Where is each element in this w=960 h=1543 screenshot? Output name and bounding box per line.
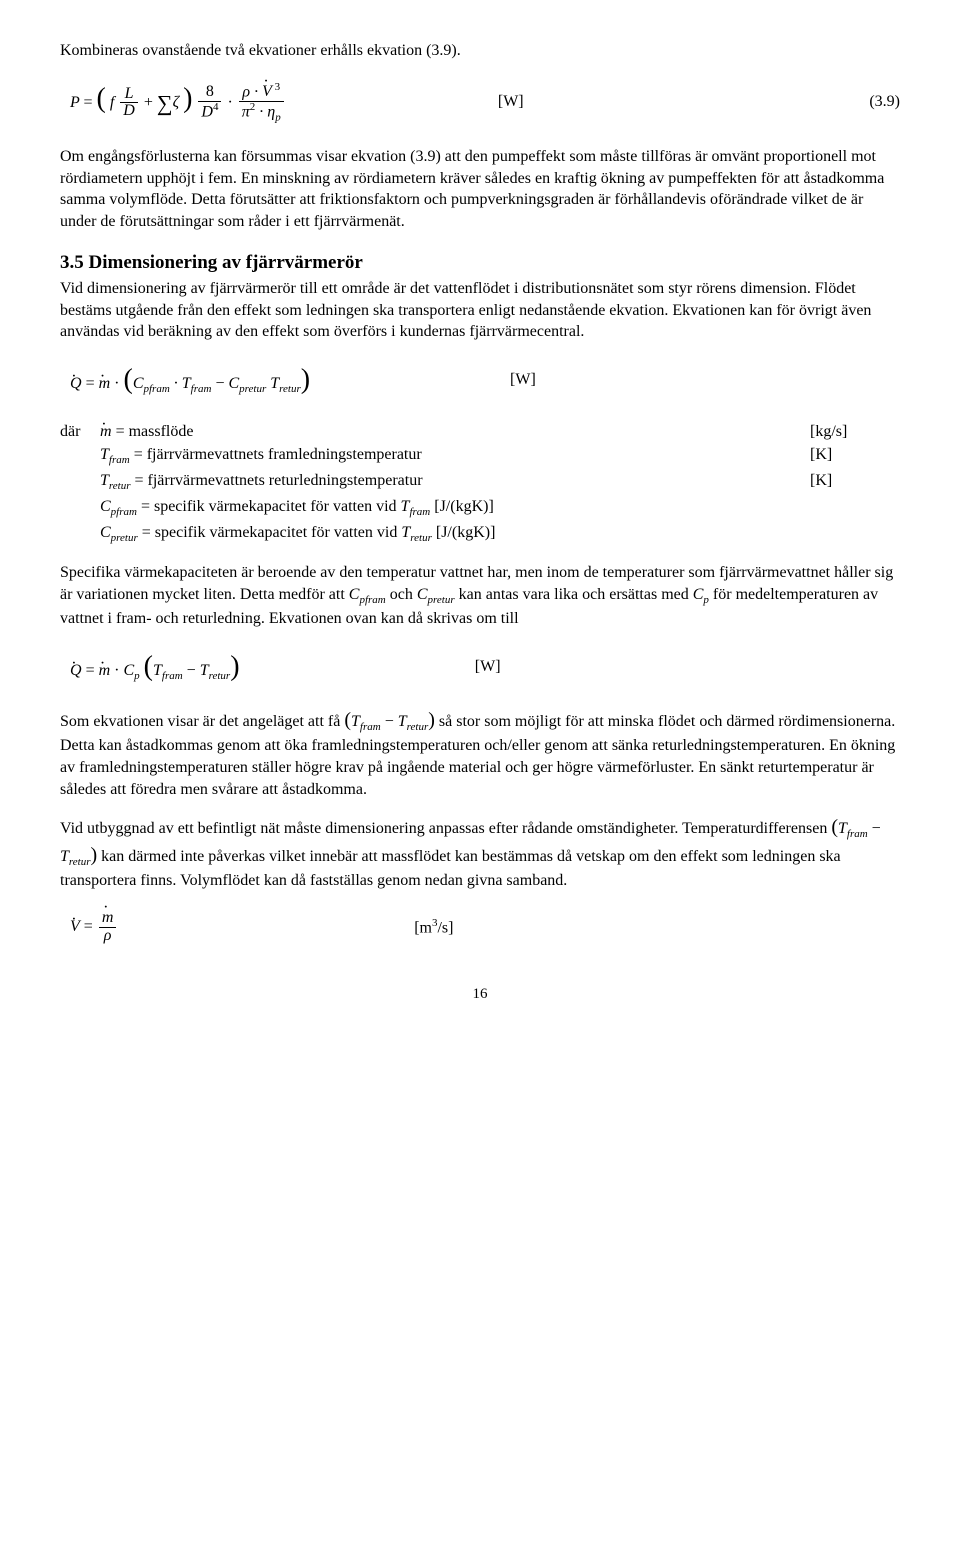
equation-V-unit: [m3/s]	[414, 916, 534, 939]
heading-3-5: 3.5 Dimensionering av fjärrvärmerör	[60, 250, 900, 276]
intro-paragraph: Kombineras ovanstående två ekvationer er…	[60, 40, 900, 62]
def-Tretur-unit: [K]	[810, 470, 900, 492]
where-label: där	[60, 421, 100, 443]
equation-Q1: Q = m · (Cpfram · Tfram − Cpretur Tretur…	[70, 361, 310, 399]
paragraph-3-5-intro: Vid dimensionering av fjärrvärmerör till…	[60, 278, 900, 343]
definitions-block: där m = massflöde [kg/s] Tfram = fjärrvä…	[60, 421, 900, 547]
equation-3-9-unit: [W]	[498, 91, 618, 113]
def-massflow: m = massflöde	[100, 421, 810, 443]
def-Tfram: Tfram = fjärrvärmevattnets framledningst…	[100, 444, 810, 468]
paragraph-flow-discussion: Som ekvationen visar är det angeläget at…	[60, 707, 900, 800]
equation-Q1-row: Q = m · (Cpfram · Tfram − Cpretur Tretur…	[60, 361, 900, 399]
paragraph-extension: Vid utbyggnad av ett befintligt nät måst…	[60, 814, 900, 892]
equation-3-9-row: P = ( f LD + ∑ζ ) 8D4 · ρ · V 3π2 · ηp […	[60, 80, 900, 124]
paragraph-specific-heat: Specifika värmekapaciteten är beroende a…	[60, 562, 900, 629]
def-Tretur: Tretur = fjärrvärmevattnets returledning…	[100, 470, 810, 494]
equation-3-9: P = ( f LD + ∑ζ ) 8D4 · ρ · V 3π2 · ηp	[70, 80, 286, 124]
equation-V: V = mρ	[70, 910, 118, 945]
equation-Q2-row: Q = m · Cp (Tfram − Tretur) [W]	[60, 648, 900, 686]
page-number: 16	[60, 984, 900, 1004]
equation-Q2-unit: [W]	[475, 656, 595, 678]
paragraph-after-3-9: Om engångsförlusterna kan försummas visa…	[60, 146, 900, 232]
def-massflow-unit: [kg/s]	[810, 421, 900, 443]
equation-V-row: V = mρ [m3/s]	[60, 910, 900, 945]
equation-Q1-unit: [W]	[510, 369, 630, 391]
equation-Q2: Q = m · Cp (Tfram − Tretur)	[70, 648, 240, 686]
equation-3-9-number: (3.9)	[830, 91, 900, 113]
def-Cpfram: Cpfram = specifik värmekapacitet för vat…	[100, 496, 810, 520]
def-Cpretur: Cpretur = specifik värmekapacitet för va…	[100, 522, 810, 546]
def-Tfram-unit: [K]	[810, 444, 900, 466]
